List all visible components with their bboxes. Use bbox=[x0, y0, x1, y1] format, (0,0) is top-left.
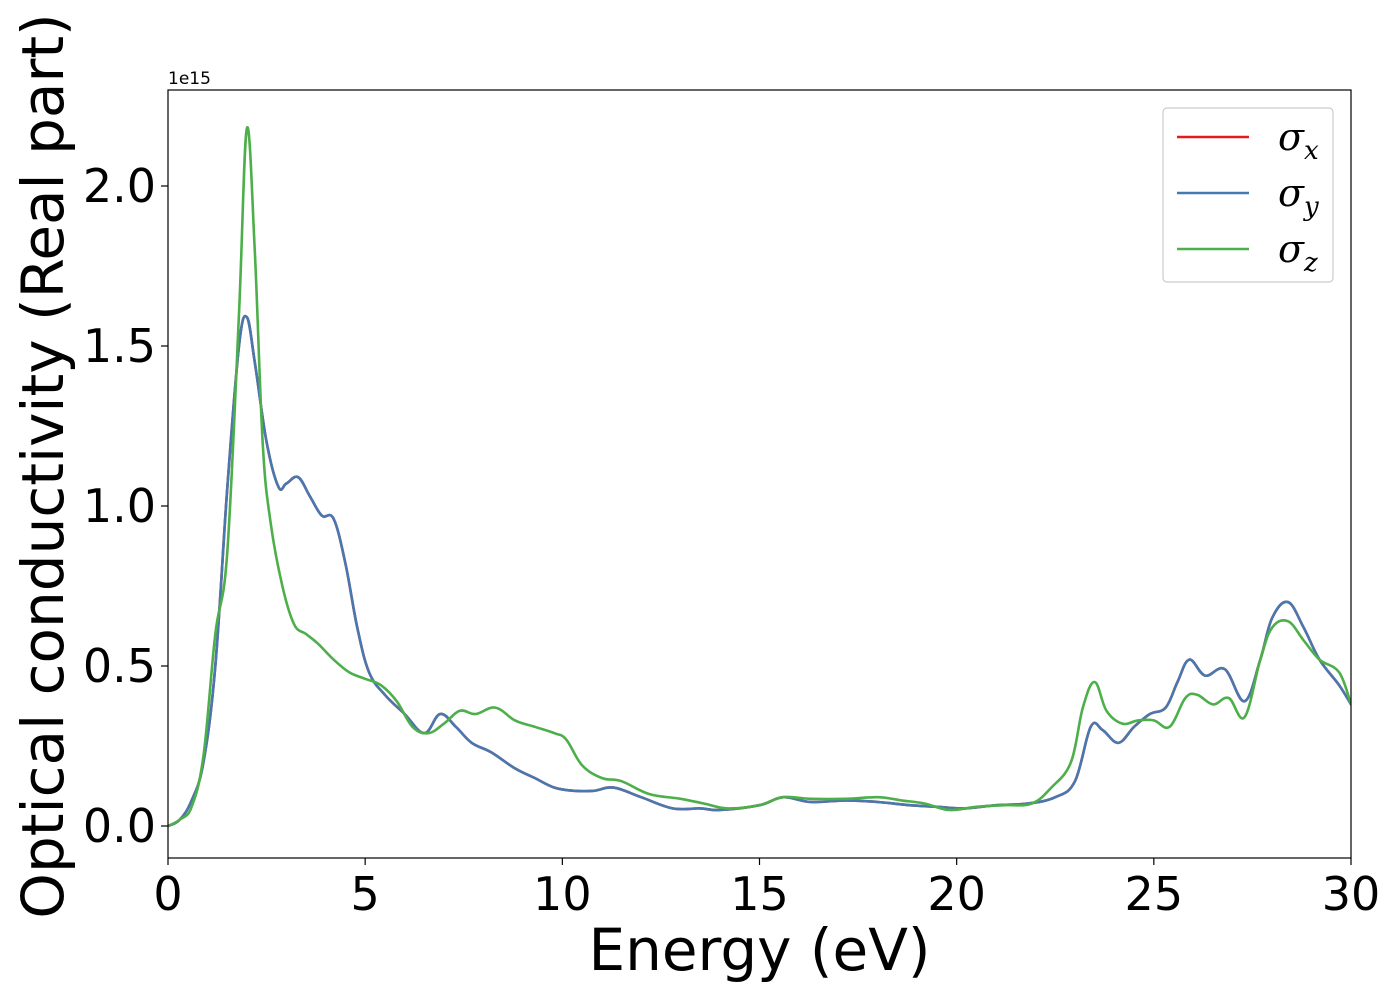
y-tick-label: 2.0 bbox=[83, 159, 156, 213]
legend-label-subscript: x bbox=[1304, 136, 1319, 166]
y-offset-label: 1e15 bbox=[168, 69, 211, 89]
y-axis: 0.0 0.5 1.0 1.5 2.0 bbox=[83, 159, 168, 853]
x-tick-label: 5 bbox=[351, 867, 380, 921]
legend-label-y: σy bbox=[1278, 171, 1319, 222]
series-layer bbox=[168, 125, 1351, 828]
x-tick-label: 30 bbox=[1322, 867, 1381, 921]
y-tick-label: 0.0 bbox=[83, 799, 156, 853]
legend-box bbox=[1162, 107, 1334, 283]
legend-label-x: σx bbox=[1278, 115, 1319, 166]
legend-label-subscript: y bbox=[1303, 192, 1319, 222]
series-line-y bbox=[168, 314, 1351, 828]
legend-label-base: σ bbox=[1278, 115, 1305, 159]
y-tick-label: 0.5 bbox=[83, 639, 156, 693]
legend-label-z: σz bbox=[1278, 227, 1318, 278]
series-line-z bbox=[168, 125, 1351, 828]
x-tick-label: 15 bbox=[730, 867, 789, 921]
y-tick-label: 1.5 bbox=[83, 319, 156, 373]
plot-area bbox=[167, 89, 1352, 859]
legend-label-base: σ bbox=[1278, 227, 1305, 271]
y-axis-title: Optical conductivity (Real part) bbox=[9, 13, 77, 918]
y-tick-label: 1.0 bbox=[83, 479, 156, 533]
x-tick-label: 10 bbox=[533, 867, 592, 921]
x-axis: 0 5 10 15 20 25 30 bbox=[153, 858, 1380, 921]
legend-label-subscript: z bbox=[1303, 248, 1318, 278]
x-tick-label: 20 bbox=[927, 867, 986, 921]
x-axis-title: Energy (eV) bbox=[588, 916, 930, 984]
x-tick-label: 25 bbox=[1125, 867, 1184, 921]
legend-label-base: σ bbox=[1278, 171, 1305, 215]
x-tick-label: 0 bbox=[153, 867, 182, 921]
